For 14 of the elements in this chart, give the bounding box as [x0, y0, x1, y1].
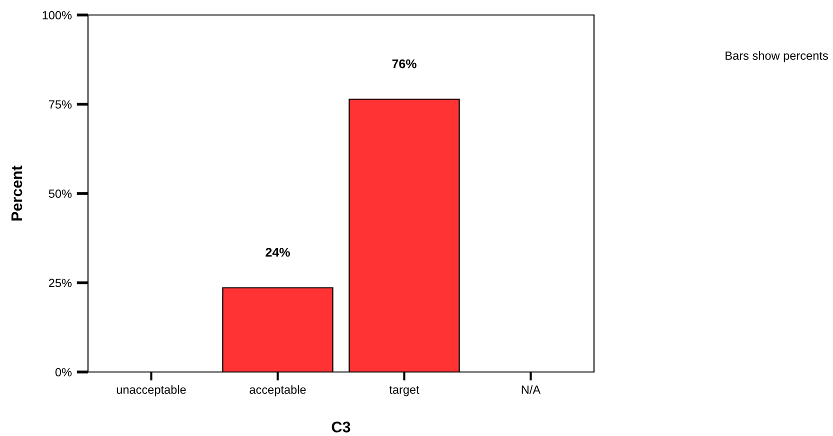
y-tick-label: 75%	[49, 100, 72, 109]
y-axis-title: Percent	[11, 166, 22, 220]
text: Bars show percents	[726, 51, 828, 62]
x-tick-label: N/A	[522, 385, 541, 394]
y-tick-label: 25%	[48, 278, 72, 288]
y-tick-label: 50%	[48, 190, 72, 198]
x-tick-label: acceptable	[250, 385, 306, 396]
data-label: 24%	[266, 248, 290, 257]
x-axis-title: C3	[332, 422, 350, 432]
data-label: 76%	[392, 59, 416, 68]
y-tick-label: 100%	[42, 11, 72, 20]
y-tick-label: 0%	[55, 368, 72, 376]
x-tick-label: target	[389, 386, 420, 396]
x-tick-label: unacceptable	[116, 385, 186, 396]
